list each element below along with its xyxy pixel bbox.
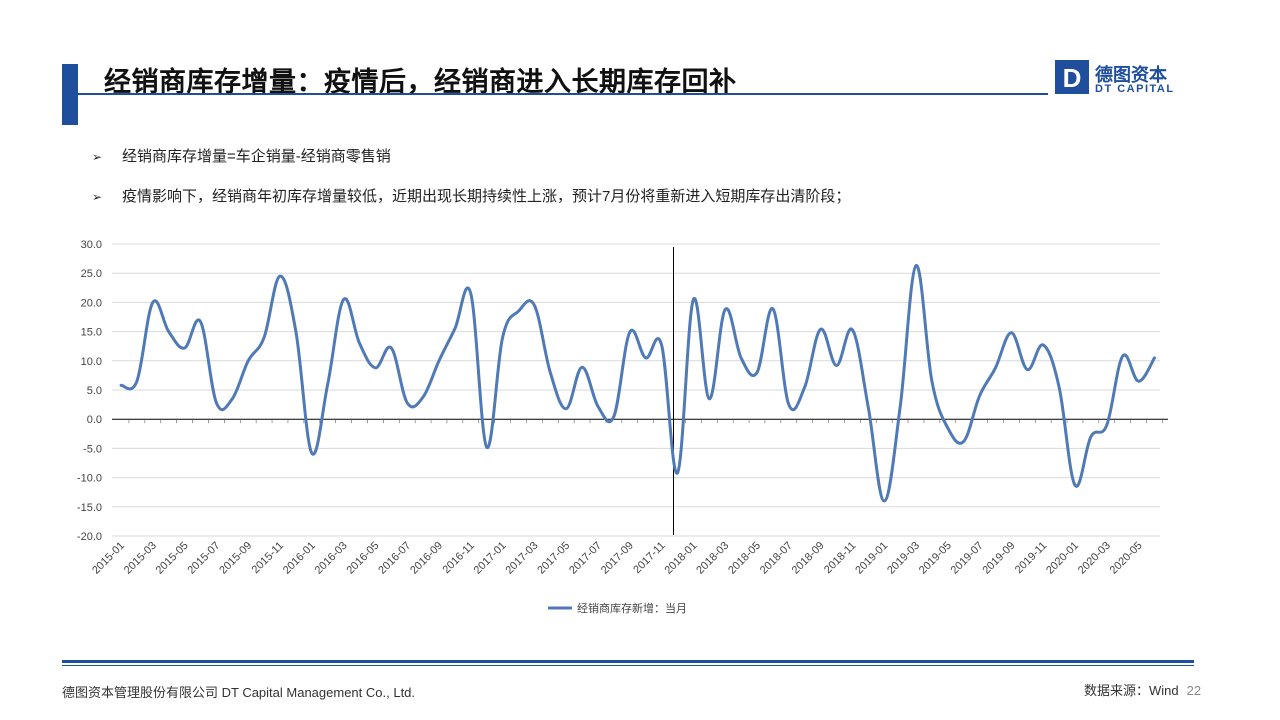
y-tick-label: 25.0 — [81, 268, 102, 280]
x-tick-label: 2015-01 — [90, 540, 127, 577]
logo-english-name: DT CAPITAL — [1095, 83, 1175, 95]
x-tick-label: 2018-05 — [726, 540, 763, 577]
title-accent-bar — [62, 64, 78, 125]
y-tick-label: 5.0 — [87, 385, 102, 397]
x-tick-label: 2018-07 — [758, 540, 795, 577]
x-tick-label: 2015-05 — [154, 540, 191, 577]
bullet-item: ➢ 疫情影响下，经销商年初库存增量较低，近期出现长期持续性上涨，预计7月份将重新进… — [92, 185, 850, 206]
y-tick-label: 15.0 — [81, 327, 102, 339]
footer-divider-thin — [62, 665, 1194, 666]
y-tick-label: -20.0 — [77, 531, 102, 543]
x-tick-label: 2018-11 — [822, 540, 858, 576]
bullet-arrow-icon: ➢ — [92, 150, 103, 164]
x-tick-label: 2015-11 — [250, 540, 286, 576]
x-tick-label: 2017-11 — [631, 540, 667, 576]
y-tick-label: 0.0 — [87, 414, 102, 426]
line-chart: 30.0 25.0 20.0 15.0 10.0 5.0 0.0 -5.0 -10.0 -15.0… — [77, 239, 1168, 615]
x-tick-label: 2018-01 — [662, 540, 699, 577]
x-tick-label: 2017-01 — [472, 540, 509, 577]
x-tick-label: 2016-07 — [376, 540, 413, 577]
x-tick-label: 2017-03 — [503, 540, 540, 577]
x-tick-label: 2016-11 — [440, 540, 476, 576]
dt-logo-icon: D — [1055, 60, 1089, 94]
logo: D 德图资本 DT CAPITAL — [1055, 60, 1185, 100]
x-tick-label: 2019-11 — [1013, 540, 1049, 576]
footer-source: 数据来源：Wind 22 — [1084, 680, 1201, 699]
x-tick-label: 2015-09 — [217, 540, 254, 577]
title-underline — [78, 93, 1048, 95]
x-tick-label: 2016-01 — [281, 540, 318, 577]
bullet-arrow-icon: ➢ — [92, 190, 103, 204]
x-tick-label: 2019-01 — [853, 540, 890, 577]
legend-label: 经销商库存新增：当月 — [577, 601, 687, 615]
x-tick-label: 2018-03 — [694, 540, 731, 577]
x-tick-label: 2016-05 — [344, 540, 381, 577]
y-tick-label: -10.0 — [77, 473, 102, 485]
x-tick-label: 2019-07 — [949, 540, 986, 577]
bullet-text: 疫情影响下，经销商年初库存增量较低，近期出现长期持续性上涨，预计7月份将重新进入… — [122, 188, 851, 205]
bullet-item: ➢ 经销商库存增量=车企销量-经销商零售销 — [92, 145, 391, 166]
x-tick-label: 2018-09 — [790, 540, 827, 577]
page-title: 经销商库存增量：疫情后，经销商进入长期库存回补 — [104, 67, 737, 97]
footer-company: 德图资本管理股份有限公司 DT Capital Management Co., … — [62, 685, 416, 700]
y-tick-label: 30.0 — [81, 239, 102, 251]
x-tick-label: 2019-09 — [980, 540, 1017, 577]
logo-chinese-name: 德图资本 — [1095, 65, 1167, 85]
x-tick-label: 2020-05 — [1108, 540, 1145, 577]
x-tick-label: 2020-03 — [1076, 540, 1113, 577]
x-tick-label: 2019-03 — [885, 540, 922, 577]
data-source: 数据来源：Wind — [1084, 683, 1179, 698]
y-tick-label: -15.0 — [77, 502, 102, 514]
x-tick-label: 2015-03 — [122, 540, 159, 577]
y-tick-label: 10.0 — [81, 356, 102, 368]
y-tick-label: 20.0 — [81, 297, 102, 309]
page-number: 22 — [1186, 683, 1202, 698]
x-tick-label: 2017-05 — [535, 540, 572, 577]
x-tick-label: 2016-09 — [408, 540, 445, 577]
x-tick-label: 2015-07 — [185, 540, 222, 577]
footer-divider — [62, 660, 1194, 663]
x-tick-label: 2017-07 — [567, 540, 604, 577]
logo-letter: D — [1063, 63, 1082, 93]
x-tick-label: 2016-03 — [313, 540, 350, 577]
x-tick-label: 2020-01 — [1044, 540, 1081, 577]
x-tick-label: 2019-05 — [917, 540, 954, 577]
x-tick-label: 2017-09 — [599, 540, 636, 577]
series-line — [119, 264, 1156, 503]
y-tick-label: -5.0 — [83, 443, 102, 455]
bullet-text: 经销商库存增量=车企销量-经销商零售销 — [122, 148, 391, 165]
